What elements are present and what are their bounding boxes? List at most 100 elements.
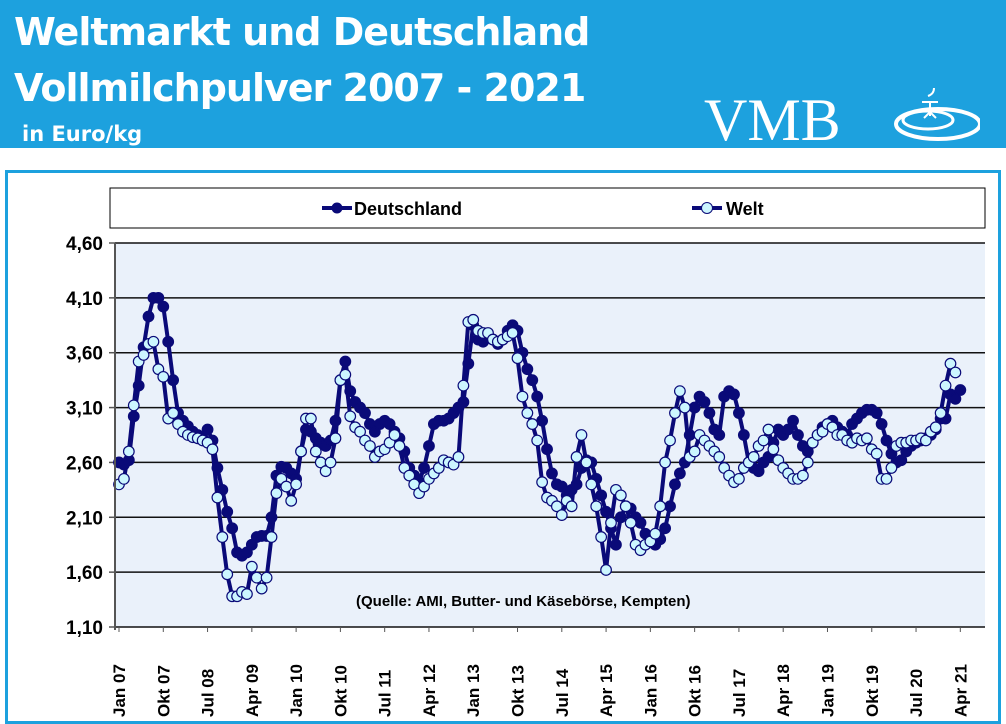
data-point (875, 418, 888, 430)
data-point (531, 434, 544, 447)
data-point (673, 467, 686, 480)
data-point (762, 423, 775, 436)
data-point (949, 366, 962, 379)
data-point (304, 412, 317, 425)
data-point (526, 418, 539, 430)
data-point (226, 522, 239, 535)
data-point (659, 522, 672, 535)
source-annotation: (Quelle: AMI, Butter- und Käsebörse, Kem… (356, 593, 690, 610)
data-point (506, 327, 519, 339)
data-point (221, 568, 234, 581)
data-point (339, 355, 352, 368)
legend-item-welt: Welt (692, 199, 764, 219)
data-point (747, 451, 760, 463)
y-tick-label: 3,10 (66, 399, 103, 420)
legend-marker-welt (701, 202, 713, 214)
data-point (664, 500, 676, 513)
data-point (634, 516, 647, 529)
data-point (796, 469, 809, 482)
legend-marker-deutschland (331, 202, 343, 214)
data-point (521, 407, 534, 419)
data-point (782, 423, 795, 436)
y-tick-label: 3,60 (66, 344, 103, 365)
data-point (885, 462, 898, 474)
y-tick-label: 2,60 (66, 453, 103, 474)
data-point (339, 368, 352, 381)
data-point (516, 390, 529, 403)
data-point (792, 429, 804, 441)
y-tick-label: 4,60 (66, 234, 103, 255)
vmb-logo: VMB (704, 88, 980, 148)
x-tick-label: Jul 17 (730, 669, 749, 717)
x-tick-label: Okt 10 (331, 665, 350, 717)
data-point (295, 445, 307, 458)
data-point (418, 462, 430, 474)
y-tick-label: 2,10 (66, 508, 103, 529)
data-point (565, 500, 578, 513)
data-point (206, 443, 219, 456)
data-point (245, 560, 258, 573)
data-point (359, 407, 371, 419)
x-tick-label: Okt 19 (863, 665, 882, 717)
data-point (939, 379, 952, 392)
data-point (595, 489, 608, 502)
data-point (280, 480, 293, 493)
x-tick-label: Apr 15 (597, 664, 616, 717)
data-point (619, 500, 632, 513)
x-tick-label: Jul 14 (553, 668, 572, 717)
data-point (659, 456, 672, 469)
x-tick-label: Jul 20 (907, 669, 926, 717)
data-point (147, 335, 160, 348)
data-point (600, 505, 612, 518)
data-point (919, 434, 932, 447)
data-point (536, 476, 549, 489)
x-tick-label: Okt 13 (509, 665, 528, 717)
data-point (728, 388, 740, 401)
data-point (462, 357, 475, 370)
data-point (860, 432, 873, 445)
data-point (142, 310, 155, 323)
data-point (260, 571, 273, 584)
y-tick-label: 4,10 (66, 289, 103, 310)
data-point (787, 414, 799, 427)
data-point (270, 487, 283, 500)
data-point (605, 516, 617, 529)
data-point (949, 392, 962, 405)
data-point (649, 527, 662, 540)
unit-label: in Euro/kg (22, 122, 143, 146)
data-point (285, 494, 298, 507)
y-tick-label: 1,60 (66, 563, 103, 584)
y-tick-label: 1,10 (66, 618, 103, 639)
data-point (570, 478, 583, 491)
data-point (669, 407, 681, 419)
data-point (118, 472, 130, 485)
data-point (127, 399, 140, 412)
data-point (550, 500, 563, 513)
data-point (870, 447, 883, 460)
data-point (157, 300, 170, 313)
data-point (600, 564, 612, 576)
data-point (870, 407, 883, 419)
data-point (688, 401, 701, 414)
x-tick-label: Apr 09 (243, 664, 262, 717)
data-point (536, 414, 549, 427)
data-point (575, 429, 588, 441)
x-tick-label: Apr 12 (420, 664, 439, 717)
data-point (211, 462, 224, 474)
data-point (457, 379, 470, 392)
data-point (895, 454, 908, 467)
legend-item-deutschland: Deutschland (322, 199, 462, 219)
data-point (167, 374, 180, 387)
data-point (457, 396, 470, 408)
data-point (127, 410, 140, 423)
data-point (595, 531, 608, 543)
data-point (703, 407, 716, 419)
data-point (590, 500, 603, 513)
data-point (944, 357, 957, 370)
title-line-1: Weltmarkt und Deutschland (14, 10, 590, 54)
x-tick-label: Okt 07 (154, 665, 173, 717)
header-banner: Weltmarkt und Deutschland Vollmilchpulve… (0, 0, 1006, 148)
data-point (211, 491, 224, 504)
data-point (265, 531, 278, 543)
